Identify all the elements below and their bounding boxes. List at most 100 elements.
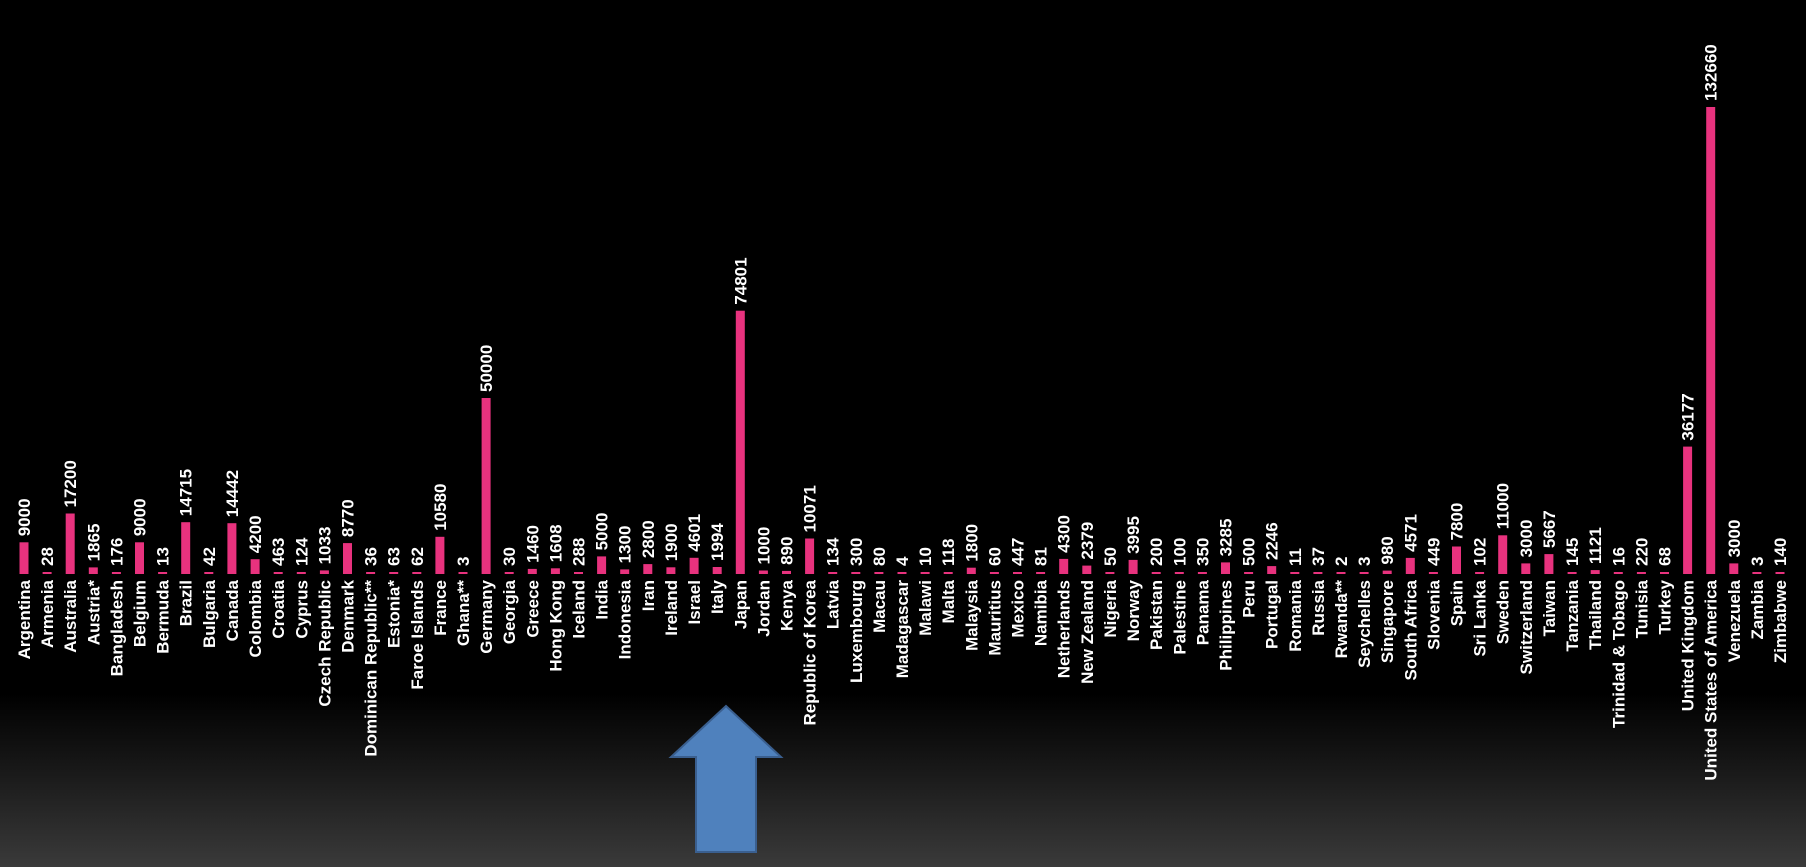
bar [851,572,861,574]
category-label: Tanzania [1563,579,1582,651]
category-label: Czech Republic [315,580,334,707]
category-label: Mauritius [985,580,1004,656]
category-label: Malaysia [962,579,981,650]
category-label: Macau [870,580,889,633]
value-label: 288 [570,538,589,566]
bar [1428,572,1438,574]
bar [1382,570,1392,574]
bar [88,567,98,574]
value-label: 50 [1101,547,1120,566]
category-label: Italy [708,579,727,614]
value-label: 3 [1355,557,1374,566]
category-label: Madagascar [893,580,912,679]
category-label: Ireland [662,580,681,636]
category-label: Mexico [1009,580,1028,638]
bar [943,572,953,574]
bar [273,572,283,574]
value-label: 350 [1193,538,1212,566]
value-label: 14442 [223,470,242,517]
bar [1775,572,1785,574]
bar [296,572,306,574]
bar [412,572,422,574]
bar [897,572,907,574]
bar [1729,563,1739,574]
value-label: 63 [385,547,404,566]
bar [1036,572,1046,574]
category-label: Malta [939,579,958,623]
bar [989,572,999,574]
category-label: Venezuela [1725,579,1744,662]
category-label: Dominican Republic** [362,580,381,757]
bar [343,543,352,574]
bar [1105,572,1115,574]
value-label: 1608 [546,524,565,562]
value-label: 2 [1332,557,1351,566]
value-label: 1800 [962,524,981,562]
bar [1336,572,1346,574]
category-label: Rwanda** [1332,580,1351,659]
bar [666,567,676,574]
bar [920,572,930,574]
value-label: 118 [939,539,958,566]
value-label: 463 [269,538,288,566]
bar [1013,572,1022,574]
category-label: Cyprus [292,580,311,639]
bar [1128,559,1138,574]
up-arrow-shape [668,704,784,853]
bar [1613,572,1623,574]
category-label: Slovenia [1424,579,1443,649]
value-label: 11000 [1494,483,1513,529]
bar [1405,557,1415,574]
category-label: Netherlands [1055,580,1074,678]
bar [1590,570,1600,574]
category-label: Switzerland [1517,580,1536,674]
value-label: 62 [408,547,427,566]
value-label: 9000 [15,498,34,536]
value-label: 10 [916,547,935,566]
bar [643,564,653,574]
value-label: 2379 [1078,522,1097,560]
bar [19,542,29,574]
value-label: 80 [870,547,889,566]
bar [1359,572,1369,574]
value-label: 37 [1309,547,1328,566]
value-label: 10071 [801,485,820,532]
bar [227,523,237,574]
category-label: Namibia [1032,579,1051,646]
bar [1544,554,1554,574]
category-label: Argentina [15,579,34,659]
bar [527,568,537,574]
bar [366,572,376,574]
value-label: 1300 [616,526,635,564]
value-label: 447 [1009,538,1028,566]
bar [1498,535,1508,574]
category-label: Taiwan [1540,580,1559,636]
value-label: 3000 [1517,520,1536,558]
category-label: Kenya [778,579,797,631]
category-label: Indonesia [616,579,635,659]
bar [250,559,260,574]
category-label: Sri Lanka [1471,579,1490,656]
bar [135,542,144,574]
category-label: Portugal [1263,580,1282,649]
value-label: 30 [500,547,519,566]
category-label: Estonia* [385,580,404,648]
category-label: Belgium [131,580,150,647]
category-labels: Argentina Armenia Australia Austria* Banglad… [15,579,1790,780]
value-label: 980 [1378,536,1397,564]
bar [1151,572,1161,574]
value-label: 3285 [1217,519,1236,557]
value-label: 4 [893,556,912,566]
value-label: 4571 [1401,514,1420,552]
bar [1197,572,1207,574]
category-label: Israel [685,580,704,624]
category-label: Palestine [1170,580,1189,655]
category-label: South Africa [1401,579,1420,680]
value-label: 200 [1147,538,1166,566]
category-label: Georgia [500,579,519,644]
value-label: 449 [1424,538,1443,566]
category-label: Bangladesh [107,580,126,676]
value-label: 1121 [1586,527,1605,564]
category-label: New Zealand [1078,580,1097,684]
bar [1683,446,1693,574]
